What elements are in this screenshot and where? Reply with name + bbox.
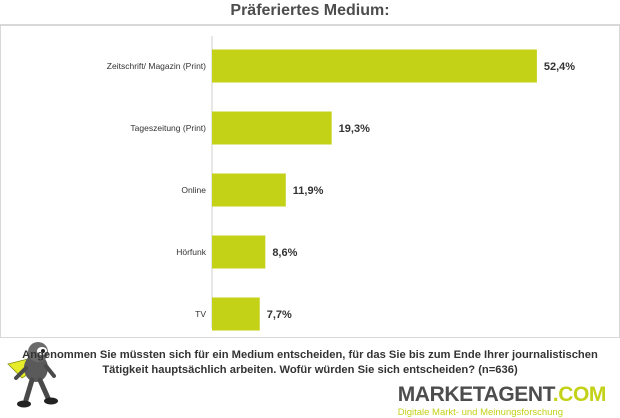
category-label: Tageszeitung (Print) [130,123,206,133]
category-label: Online [181,185,206,195]
bar-value-label: 8,6% [272,247,297,259]
bar-chart: Zeitschrift/ Magazin (Print) 52,4% Tagesze… [107,36,575,331]
chart-title: Präferiertes Medium: [230,2,390,19]
bar-value-label: 19,3% [339,123,370,135]
bar-value-label: 11,9% [293,185,324,197]
bar-value-label: 7,7% [267,309,292,321]
logo-tagline: Digitale Markt- und Meinungsforschung [397,407,563,418]
bar [212,49,537,83]
agent-mascot-icon [7,342,58,408]
bar [212,235,266,269]
title-divider [0,24,620,26]
bar [212,297,260,331]
footer: Angenommen Sie müssten sich für ein Medi… [0,338,620,418]
survey-question: Angenommen Sie müssten sich für ein Medi… [22,349,598,376]
category-label: Hörfunk [176,247,207,257]
logo-name: MARKETAGENT [397,383,553,406]
logo-domain: .COM [552,383,607,406]
bar [212,173,286,207]
bar-value-label: 52,4% [544,61,575,73]
bar [212,111,332,145]
marketagent-logo: MARKETAGENT.COM Digitale Markt- und Mein… [397,383,607,418]
category-label: TV [195,309,206,319]
logo-wordmark: MARKETAGENT.COM [397,383,607,406]
category-label: Zeitschrift/ Magazin (Print) [107,61,206,71]
